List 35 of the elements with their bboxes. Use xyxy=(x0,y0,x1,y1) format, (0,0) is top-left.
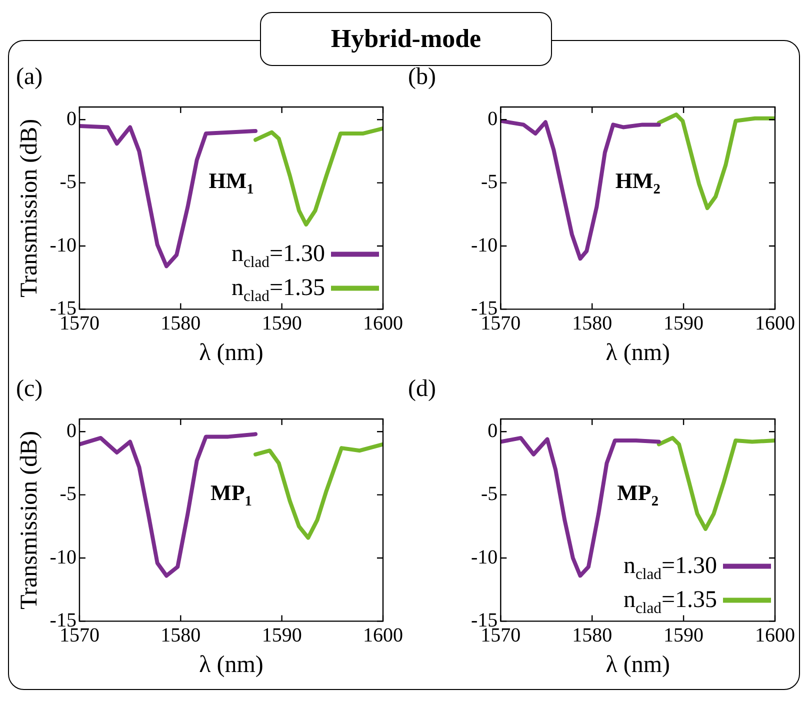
y-tick-label: -10 xyxy=(470,546,498,568)
x-tick-label: 1580 xyxy=(160,312,201,334)
y-tick-label: -10 xyxy=(50,234,76,256)
y-tick-label: -5 xyxy=(480,171,498,194)
x-axis-title: λ (nm) xyxy=(199,652,264,678)
y-tick-label: 0 xyxy=(488,420,498,442)
y-axis-title: Transmission (dB) xyxy=(16,118,43,298)
x-tick-label: 1580 xyxy=(572,624,612,646)
x-tick-label: 1600 xyxy=(755,312,795,334)
x-tick-label: 1600 xyxy=(363,624,403,646)
y-tick-label: -10 xyxy=(50,546,76,568)
chart-subtitle: (c) xyxy=(16,376,43,403)
y-tick-label: 0 xyxy=(488,108,498,130)
chart-subtitle: (b) xyxy=(408,64,436,91)
x-tick-label: 1600 xyxy=(755,624,795,646)
y-tick-label: -5 xyxy=(60,171,76,194)
x-tick-label: 1580 xyxy=(572,312,612,334)
chart-subtitle: (a) xyxy=(16,64,43,91)
y-axis-title: Transmission (dB) xyxy=(16,430,43,610)
y-tick-label: -10 xyxy=(470,234,498,256)
x-tick-label: 1590 xyxy=(664,312,704,334)
x-tick-label: 1590 xyxy=(262,312,302,334)
x-tick-label: 1590 xyxy=(664,624,704,646)
x-tick-label: 1600 xyxy=(363,312,403,334)
y-tick-label: 0 xyxy=(66,108,76,130)
x-axis-title: λ (nm) xyxy=(606,652,670,678)
chart-subtitle: (d) xyxy=(408,376,436,403)
y-tick-label: 0 xyxy=(66,420,76,442)
y-tick-label: -5 xyxy=(480,483,498,506)
x-tick-label: 1580 xyxy=(160,624,201,646)
x-tick-label: 1590 xyxy=(262,624,302,646)
chart-title: Hybrid-mode xyxy=(330,24,482,53)
x-axis-title: λ (nm) xyxy=(606,340,670,366)
y-tick-label: -5 xyxy=(60,483,76,506)
x-axis-title: λ (nm) xyxy=(199,340,264,366)
